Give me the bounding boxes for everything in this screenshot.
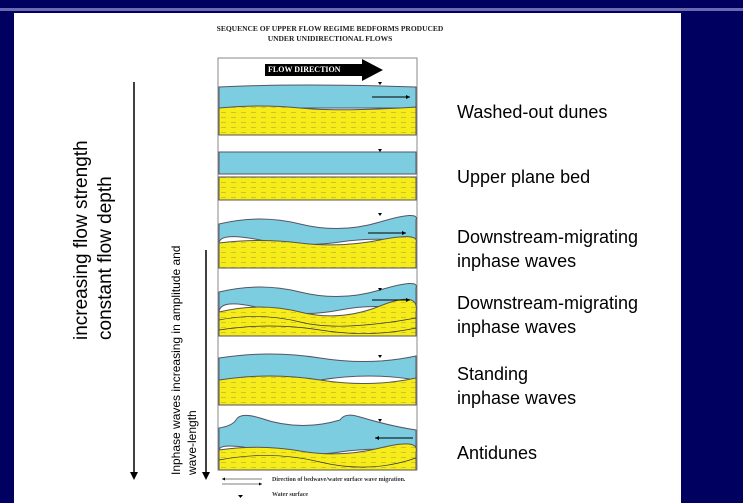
arrowhead-icon xyxy=(202,472,210,480)
panel-antidunes xyxy=(218,414,417,471)
header-line xyxy=(0,8,743,11)
inner-axis-line-2: wave-length xyxy=(185,410,199,475)
panel-downstream-inphase-2 xyxy=(218,283,417,337)
label-upper-plane-bed: Upper plane bed xyxy=(457,167,591,187)
label-washed-out-dunes: Washed-out dunes xyxy=(457,102,608,122)
title-line-2: UNDER UNIDIRECTIONAL FLOWS xyxy=(267,34,393,43)
label-standing-inphase: Standing inphase waves xyxy=(457,364,577,408)
legend-arrows-text: Direction of bedwave/water surface wave … xyxy=(272,477,406,483)
left-axis-label: increasing flow strength constant flow d… xyxy=(70,140,118,340)
arrowhead-icon xyxy=(130,472,138,480)
panel-standing-inphase xyxy=(218,353,417,406)
flow-direction-arrow xyxy=(265,59,383,81)
inner-axis-label: Inphase waves increasing in amplitude an… xyxy=(168,246,200,475)
label-downstream-inphase-1: Downstream-migrating inphase waves xyxy=(457,227,639,271)
left-axis-line-1: increasing flow strength xyxy=(71,140,92,340)
water-surface-icon xyxy=(238,495,243,498)
legend-triangle-text: Water surface xyxy=(272,492,309,498)
panel-downstream-inphase-1 xyxy=(218,213,417,269)
label-downstream-inphase-2: Downstream-migrating inphase waves xyxy=(457,293,639,337)
label-antidunes: Antidunes xyxy=(457,443,538,463)
diagram-title: SEQUENCE OF UPPER FLOW REGIME BEDFORMS P… xyxy=(170,24,490,44)
inner-axis-line-1: Inphase waves increasing in amplitude an… xyxy=(169,245,183,475)
left-axis-line-2: constant flow depth xyxy=(95,176,116,340)
title-line-1: SEQUENCE OF UPPER FLOW REGIME BEDFORMS P… xyxy=(216,24,444,33)
panel-washed-out-dunes xyxy=(218,82,417,136)
flow-direction-label: FLOW DIRECTION xyxy=(268,65,341,74)
panel-upper-plane-bed xyxy=(218,149,417,201)
